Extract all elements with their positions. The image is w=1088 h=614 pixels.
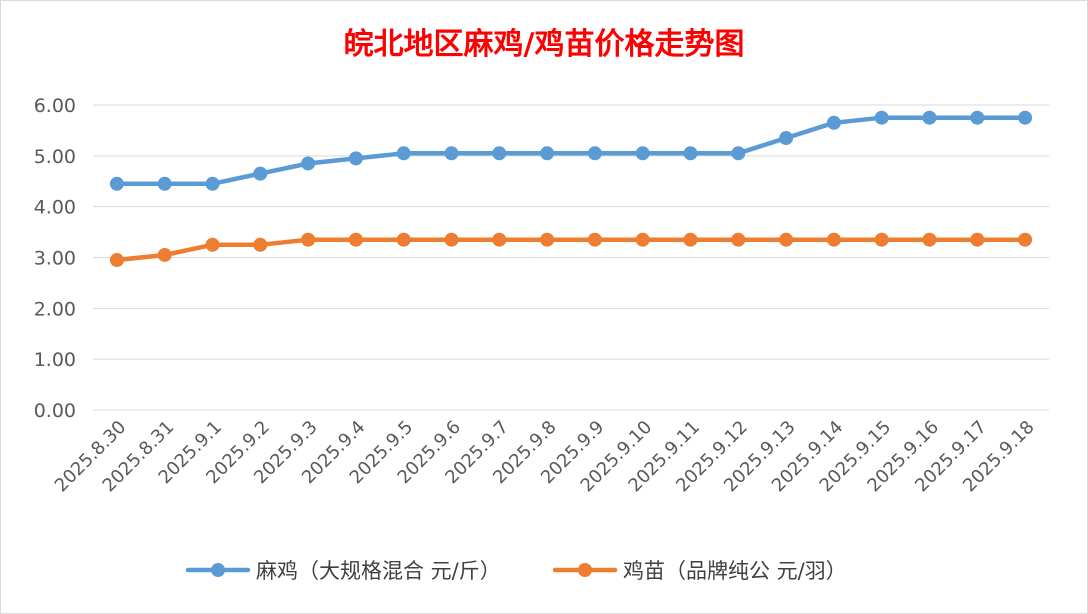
y-axis-ticks: 0.00 1.00 2.00 3.00 4.00 5.00 6.00 — [34, 95, 76, 422]
y-tick-label: 2.00 — [34, 298, 76, 320]
series-line — [114, 115, 1028, 187]
data-point — [492, 146, 507, 161]
data-point — [444, 146, 459, 161]
data-point — [683, 232, 698, 247]
series-1 — [109, 110, 1033, 191]
data-point — [157, 176, 172, 191]
data-point — [779, 131, 794, 146]
legend-item: 麻鸡（大规格混合 元/斤） — [185, 559, 501, 583]
data-point — [683, 146, 698, 161]
data-point — [970, 110, 985, 125]
data-point — [922, 110, 937, 125]
data-point — [348, 232, 363, 247]
data-point — [1018, 232, 1033, 247]
data-point — [157, 247, 172, 262]
series-line — [114, 237, 1028, 263]
data-point — [826, 115, 841, 130]
legend-marker — [578, 563, 592, 577]
legend-label: 鸡苗（品牌纯公 元/羽） — [623, 559, 847, 583]
legend-marker — [211, 563, 225, 577]
y-tick-label: 0.00 — [34, 400, 76, 422]
y-tick-label: 5.00 — [34, 146, 76, 168]
data-point — [205, 176, 220, 191]
data-point — [396, 232, 411, 247]
data-point — [396, 146, 411, 161]
data-point — [253, 237, 268, 252]
data-point — [779, 232, 794, 247]
data-point — [1018, 110, 1033, 125]
data-point — [731, 232, 746, 247]
data-point — [348, 151, 363, 166]
data-point — [826, 232, 841, 247]
y-tick-label: 3.00 — [34, 248, 76, 270]
legend: 麻鸡（大规格混合 元/斤） 鸡苗（品牌纯公 元/羽） — [185, 559, 847, 583]
data-point — [301, 232, 316, 247]
y-tick-label: 4.00 — [34, 197, 76, 219]
data-point — [301, 156, 316, 171]
series-2 — [109, 232, 1033, 268]
data-point — [253, 166, 268, 181]
chart-title: 皖北地区麻鸡/鸡苗价格走势图 — [344, 27, 745, 62]
data-point — [635, 232, 650, 247]
legend-item: 鸡苗（品牌纯公 元/羽） — [552, 559, 847, 583]
data-point — [922, 232, 937, 247]
data-point — [587, 232, 602, 247]
data-point — [205, 237, 220, 252]
data-point — [109, 176, 124, 191]
data-point — [970, 232, 985, 247]
data-point — [540, 146, 555, 161]
data-point — [731, 146, 746, 161]
data-point — [587, 146, 602, 161]
data-point — [540, 232, 555, 247]
y-tick-label: 1.00 — [34, 349, 76, 371]
data-point — [874, 232, 889, 247]
legend-label: 麻鸡（大规格混合 元/斤） — [256, 559, 501, 583]
y-tick-label: 6.00 — [34, 95, 76, 117]
data-point — [109, 253, 124, 268]
gridlines — [93, 104, 1049, 411]
data-point — [635, 146, 650, 161]
series-layer — [109, 110, 1033, 268]
data-point — [444, 232, 459, 247]
data-point — [874, 110, 889, 125]
data-point — [492, 232, 507, 247]
